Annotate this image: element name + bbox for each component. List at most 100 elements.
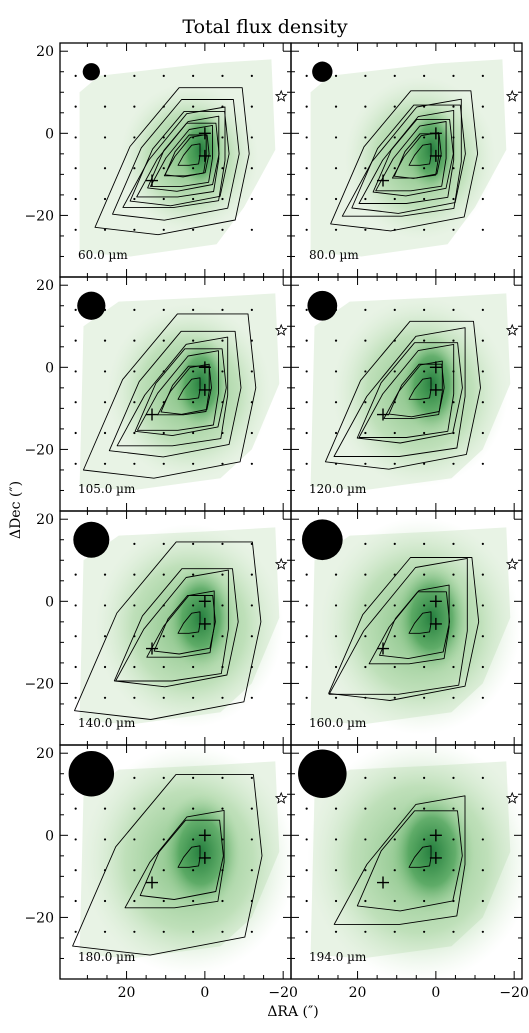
sample-point (162, 899, 165, 903)
sample-point (192, 74, 195, 77)
sample-point (74, 462, 77, 465)
sample-point (221, 105, 224, 108)
contour-line (356, 810, 463, 912)
y-tick-label: −20 (24, 442, 54, 458)
sample-point (364, 339, 367, 342)
sample-point (192, 167, 195, 170)
sample-point (133, 431, 136, 435)
sample-point (364, 869, 367, 872)
sample-point (162, 339, 165, 342)
source-cross (429, 595, 442, 608)
sample-point (221, 573, 224, 576)
beam-circle (82, 63, 100, 81)
source-cross (198, 851, 211, 864)
sample-point (452, 228, 455, 231)
x-tick-label: 0 (200, 985, 209, 1001)
sample-point (452, 665, 455, 669)
contour-line (408, 845, 432, 868)
contour-line (146, 590, 215, 658)
emission-core (166, 564, 236, 672)
sample-point (221, 696, 224, 699)
sample-point (305, 105, 308, 108)
sample-point (393, 776, 396, 779)
source-cross (198, 617, 211, 630)
sample-point (364, 167, 367, 170)
x-tick-label: 0 (431, 985, 440, 1001)
sample-point (423, 74, 426, 77)
sample-point (364, 930, 367, 933)
sample-point (452, 136, 455, 139)
sample-point (133, 899, 136, 903)
sample-point (364, 899, 367, 903)
source-cross (146, 174, 159, 187)
sample-point (162, 869, 165, 872)
sample-point (334, 74, 338, 77)
sample-point (305, 197, 308, 201)
emission-core (400, 333, 464, 435)
contour-line (136, 350, 219, 431)
sample-point (133, 339, 136, 342)
sample-point (334, 167, 338, 170)
sample-point (423, 136, 426, 139)
sample-point (74, 604, 77, 607)
sample-point (305, 807, 308, 810)
sample-point (423, 308, 426, 311)
beam-circle (312, 61, 333, 82)
sample-point (133, 74, 136, 77)
sample-point (221, 136, 224, 139)
sample-point (364, 776, 367, 779)
sample-point (334, 401, 338, 404)
sample-point (423, 542, 426, 545)
contour-line (139, 819, 224, 900)
sample-point (192, 339, 195, 342)
sample-point (221, 604, 224, 607)
sample-point (192, 136, 195, 139)
wavelength-label: 80.0 µm (309, 248, 359, 262)
contour-line (383, 360, 443, 419)
sample-point (103, 635, 107, 638)
wavelength-label: 120.0 µm (309, 482, 367, 496)
sample-point (452, 167, 455, 170)
wavelength-label: 105.0 µm (78, 482, 136, 496)
contour-line (113, 568, 239, 688)
sample-point (364, 370, 367, 373)
sample-point (393, 401, 396, 404)
contour-line (177, 377, 201, 400)
sample-point (334, 339, 338, 342)
sample-point (103, 197, 107, 201)
sample-point (221, 431, 224, 435)
sample-point (192, 838, 195, 841)
sample-point (481, 838, 484, 841)
sample-point (393, 462, 396, 465)
sample-point (305, 308, 308, 311)
sample-point (423, 339, 426, 342)
sample-point (481, 167, 484, 170)
sample-point (250, 339, 253, 342)
sample-point (452, 696, 455, 699)
sample-point (481, 74, 484, 77)
sample-point (192, 635, 195, 638)
contour-line (177, 611, 201, 634)
sample-point (103, 228, 107, 231)
sample-point (364, 431, 367, 435)
x-axis-label: ΔRA (″) (267, 1004, 318, 1020)
contour-line (150, 124, 213, 187)
source-cross (429, 361, 442, 374)
sample-point (221, 339, 224, 342)
sample-point (133, 869, 136, 872)
y-tick-label: 20 (36, 512, 54, 528)
sample-point (162, 807, 165, 810)
contour-line (82, 313, 257, 479)
beam-circle (301, 519, 343, 561)
sample-point (133, 462, 136, 465)
sample-point (305, 838, 308, 841)
sample-point (423, 869, 426, 872)
sample-point (250, 542, 253, 545)
sample-point (334, 228, 338, 231)
sample-point (334, 370, 338, 373)
emission-core (177, 107, 225, 192)
x-tick-label: 20 (118, 985, 136, 1001)
sample-point (305, 167, 308, 170)
sample-point (192, 105, 195, 108)
